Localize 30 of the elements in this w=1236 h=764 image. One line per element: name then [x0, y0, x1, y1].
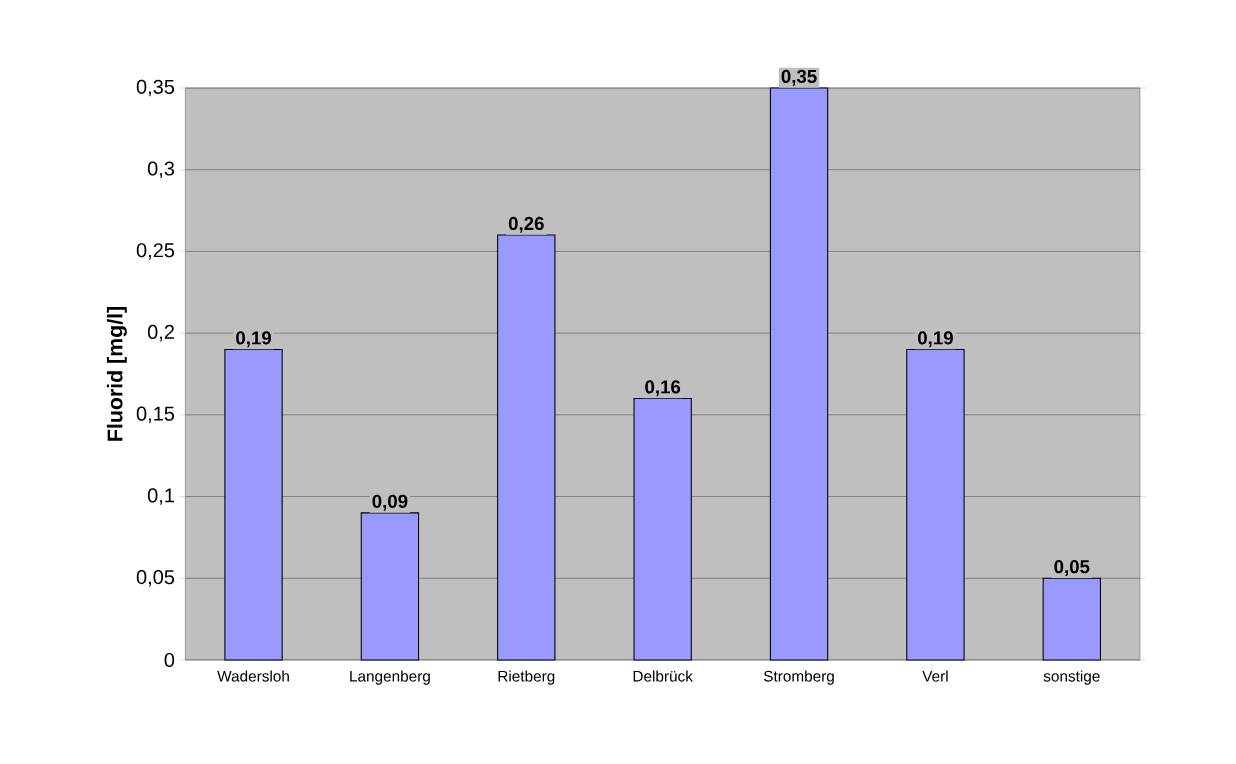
- bar: [1042, 577, 1101, 661]
- y-tick-label: 0,15: [136, 406, 175, 424]
- x-tick-label: Verl: [922, 670, 948, 682]
- x-tick-label: sonstige: [1043, 670, 1100, 685]
- bar: [224, 348, 283, 661]
- y-tick-label: 0,25: [136, 243, 175, 260]
- data-label: 0,16: [645, 380, 681, 397]
- y-tick-label: 0,2: [147, 324, 174, 342]
- x-tick-label: Langenberg: [350, 670, 430, 685]
- y-axis-title: Fluorid [mg/l]: [106, 307, 127, 441]
- bar: [360, 512, 420, 661]
- data-label: 0,19: [917, 331, 953, 348]
- y-tick-label: 0,05: [136, 570, 175, 587]
- data-label: 0,26: [508, 216, 544, 233]
- data-label: 0,09: [372, 494, 408, 511]
- y-tick-label: 0: [164, 652, 175, 668]
- x-tick-label: Stromberg: [763, 670, 834, 685]
- y-tick-label: 0,1: [147, 488, 174, 505]
- bar: [497, 234, 556, 661]
- bar: [633, 397, 692, 661]
- x-tick-label: Delbrück: [633, 670, 693, 682]
- data-label: 0,05: [1054, 560, 1090, 576]
- y-tick-label: 0,35: [136, 79, 175, 97]
- data-label: 0,35: [781, 69, 817, 86]
- y-tick-label: 0,3: [147, 161, 175, 178]
- bar: [906, 348, 965, 661]
- bar: [769, 87, 829, 661]
- data-label: 0,19: [236, 331, 272, 348]
- x-tick-label: Wadersloh: [217, 670, 289, 682]
- x-tick-label: Rietberg: [498, 670, 555, 685]
